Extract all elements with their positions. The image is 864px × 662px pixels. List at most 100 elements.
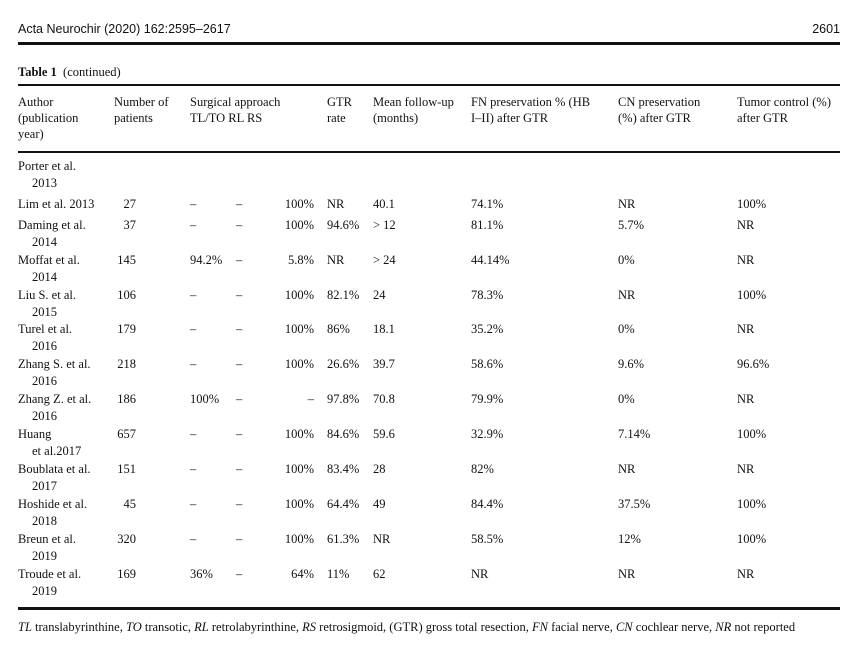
followup-cell: > 12: [373, 218, 396, 232]
cn-cell: 9.6%: [618, 357, 645, 371]
fn-cell: 58.5%: [471, 532, 504, 546]
author-cell: Liu S. et al. 2015: [18, 288, 76, 319]
cn-cell: NR: [618, 288, 636, 302]
gtr-cell: 94.6%: [327, 218, 360, 232]
col-header-author: Author (publication year): [18, 95, 79, 141]
table-footnote: TL translabyrinthine, TO transotic, RL r…: [18, 620, 796, 634]
cn-cell: 0%: [618, 392, 635, 406]
author-cell: Troude et al. 2019: [18, 567, 82, 598]
followup-cell: > 24: [373, 253, 396, 267]
patients-cell: 179: [117, 322, 136, 336]
tl-to-cell: –: [190, 427, 197, 441]
gtr-cell: 97.8%: [327, 392, 360, 406]
fn-cell: 35.2%: [471, 322, 504, 336]
author-cell: Boublata et al. 2017: [18, 462, 91, 493]
tumor-control-cell: NR: [737, 392, 755, 406]
col-header-followup: Mean follow-up (months): [373, 95, 454, 125]
tumor-control-cell: 100%: [737, 497, 767, 511]
rs-cell: 100%: [284, 497, 314, 511]
rs-cell: 100%: [284, 532, 314, 546]
rl-cell: –: [236, 462, 243, 476]
tumor-control-cell: 100%: [737, 532, 767, 546]
rs-cell: 100%: [284, 197, 314, 211]
running-head: Acta Neurochir (2020) 162:2595–2617 2601: [18, 22, 840, 36]
gtr-cell: 26.6%: [327, 357, 360, 371]
rl-cell: –: [236, 218, 243, 232]
rs-cell: 100%: [284, 357, 314, 371]
rs-cell: 100%: [284, 288, 314, 302]
col-header-approach: Surgical approach TL/TO RL RS: [190, 95, 281, 125]
tumor-control-cell: 100%: [737, 288, 767, 302]
table-caption: (continued): [63, 65, 121, 79]
patients-cell: 218: [117, 357, 136, 371]
tumor-control-cell: NR: [737, 567, 755, 581]
gtr-cell: 83.4%: [327, 462, 360, 476]
cn-cell: 12%: [618, 532, 641, 546]
author-cell: Porter et al. 2013: [18, 159, 76, 190]
table-top-rule: [18, 84, 840, 86]
gtr-cell: 86%: [327, 322, 350, 336]
rl-cell: –: [236, 197, 243, 211]
fn-cell: 84.4%: [471, 497, 504, 511]
author-cell: Lim et al. 2013: [18, 197, 95, 211]
gtr-cell: 84.6%: [327, 427, 360, 441]
col-header-gtr: GTR rate: [327, 95, 352, 125]
fn-cell: 44.14%: [471, 253, 510, 267]
tl-to-cell: –: [190, 218, 197, 232]
fn-cell: 74.1%: [471, 197, 504, 211]
rs-cell: 100%: [284, 427, 314, 441]
tl-to-cell: –: [190, 197, 197, 211]
rl-cell: –: [236, 288, 243, 302]
fn-cell: 32.9%: [471, 427, 504, 441]
cn-cell: 5.7%: [618, 218, 645, 232]
rs-cell: 100%: [284, 322, 314, 336]
rl-cell: –: [236, 322, 243, 336]
cn-cell: 37.5%: [618, 497, 651, 511]
followup-cell: 59.6: [373, 427, 395, 441]
tl-to-cell: –: [190, 288, 197, 302]
table-title: Table 1 (continued): [18, 65, 121, 80]
author-cell: Hoshide et al. 2018: [18, 497, 88, 528]
rl-cell: –: [236, 357, 243, 371]
tumor-control-cell: 96.6%: [737, 357, 770, 371]
patients-cell: 27: [123, 197, 137, 211]
fn-cell: 79.9%: [471, 392, 504, 406]
tumor-control-cell: 100%: [737, 197, 767, 211]
author-cell: Turel et al. 2016: [18, 322, 73, 353]
rl-cell: –: [236, 392, 243, 406]
patients-cell: 169: [117, 567, 136, 581]
patients-cell: 106: [117, 288, 136, 302]
gtr-cell: NR: [327, 253, 345, 267]
followup-cell: 24: [373, 288, 386, 302]
col-header-fn: FN preservation % (HB I–II) after GTR: [471, 95, 591, 125]
rs-cell: –: [307, 392, 314, 406]
tl-to-cell: –: [190, 497, 197, 511]
gtr-cell: 82.1%: [327, 288, 360, 302]
patients-cell: 37: [123, 218, 137, 232]
rs-cell: 100%: [284, 462, 314, 476]
gtr-cell: 61.3%: [327, 532, 360, 546]
rl-cell: –: [236, 532, 243, 546]
patients-cell: 186: [117, 392, 136, 406]
table-label: Table 1: [18, 65, 57, 79]
patients-cell: 45: [123, 497, 137, 511]
rs-cell: 5.8%: [287, 253, 314, 267]
gtr-cell: 64.4%: [327, 497, 360, 511]
rl-cell: –: [236, 497, 243, 511]
header-rule: [18, 42, 840, 45]
tumor-control-cell: NR: [737, 218, 755, 232]
tumor-control-cell: NR: [737, 322, 755, 336]
cn-cell: NR: [618, 462, 636, 476]
tl-to-cell: 36%: [190, 567, 213, 581]
author-cell: Zhang Z. et al. 2016: [18, 392, 92, 423]
col-header-cn: CN preservation (%) after GTR: [618, 95, 701, 125]
tumor-control-cell: NR: [737, 462, 755, 476]
followup-cell: 39.7: [373, 357, 395, 371]
rs-cell: 100%: [284, 218, 314, 232]
gtr-cell: 11%: [327, 567, 350, 581]
patients-cell: 151: [117, 462, 136, 476]
tl-to-cell: –: [190, 462, 197, 476]
followup-cell: 49: [373, 497, 386, 511]
author-cell: Huang et al.2017: [18, 427, 82, 458]
tl-to-cell: –: [190, 532, 197, 546]
